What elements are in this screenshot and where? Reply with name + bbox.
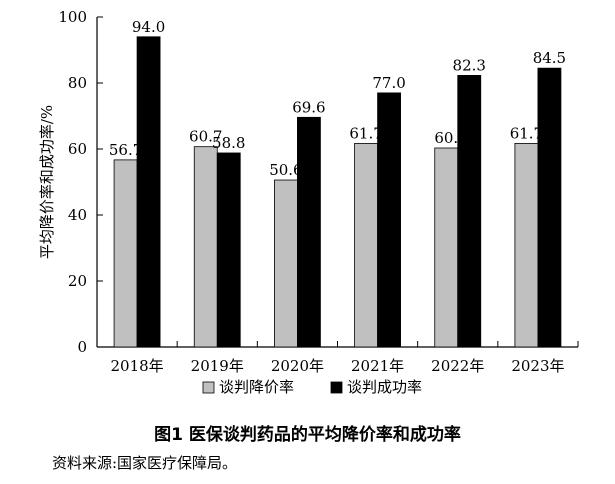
- x-tick-label: 2018年: [110, 357, 163, 375]
- bar-price-cut: [354, 142, 378, 348]
- y-tick-label: 20: [68, 272, 87, 290]
- bar-success: [216, 152, 241, 348]
- bar-success: [457, 75, 482, 348]
- y-axis-title: 平均降价率和成功率/%: [38, 105, 56, 259]
- data-label: 60.7: [189, 128, 222, 146]
- x-tick-label: 2020年: [271, 357, 324, 375]
- bar-price-cut: [274, 179, 298, 348]
- legend-label: 谈判降价率: [219, 378, 294, 396]
- x-tick-label: 2023年: [511, 357, 564, 375]
- y-tick-label: 60: [68, 140, 87, 158]
- bar-price-cut: [193, 146, 218, 348]
- bar-success: [377, 92, 401, 348]
- bar-chart: 0 20 40 60 80 100 平均降价率和成功率/% 2018年 56.7 94.0 2019…: [38, 8, 579, 396]
- x-tick-label: 2021年: [351, 357, 404, 375]
- bar-price-cut: [434, 147, 459, 348]
- y-tick-label: 40: [68, 206, 87, 224]
- y-tick-label: 80: [68, 74, 87, 92]
- figure-caption: 图1 医保谈判药品的平均降价率和成功率: [154, 425, 461, 445]
- data-label: 94.0: [132, 18, 165, 36]
- data-label: 60.: [434, 129, 458, 147]
- bar-price-cut: [514, 142, 539, 348]
- legend-swatch: [330, 381, 343, 394]
- y-tick-label: 0: [77, 338, 87, 356]
- legend-swatch: [202, 381, 215, 394]
- bar-success: [297, 116, 321, 348]
- data-label: 61.7: [510, 124, 543, 142]
- bar-success: [136, 36, 161, 348]
- y-tick-label: 100: [58, 8, 87, 26]
- data-label: 61.7: [349, 124, 382, 142]
- data-label: 82.3: [453, 56, 486, 74]
- legend-label: 谈判成功率: [347, 378, 422, 396]
- data-label: 84.5: [533, 49, 566, 67]
- data-label: 58.8: [212, 134, 245, 152]
- data-label: 69.6: [292, 98, 325, 116]
- source-note: 资料来源:国家医疗保障局。: [52, 454, 238, 472]
- bar-price-cut: [113, 159, 138, 348]
- x-tick-label: 2022年: [431, 357, 484, 375]
- bar-success: [537, 67, 562, 348]
- data-label: 50.6: [269, 161, 302, 179]
- x-tick-label: 2019年: [191, 357, 244, 375]
- data-label: 56.7: [109, 141, 142, 159]
- data-label: 77.0: [372, 74, 405, 92]
